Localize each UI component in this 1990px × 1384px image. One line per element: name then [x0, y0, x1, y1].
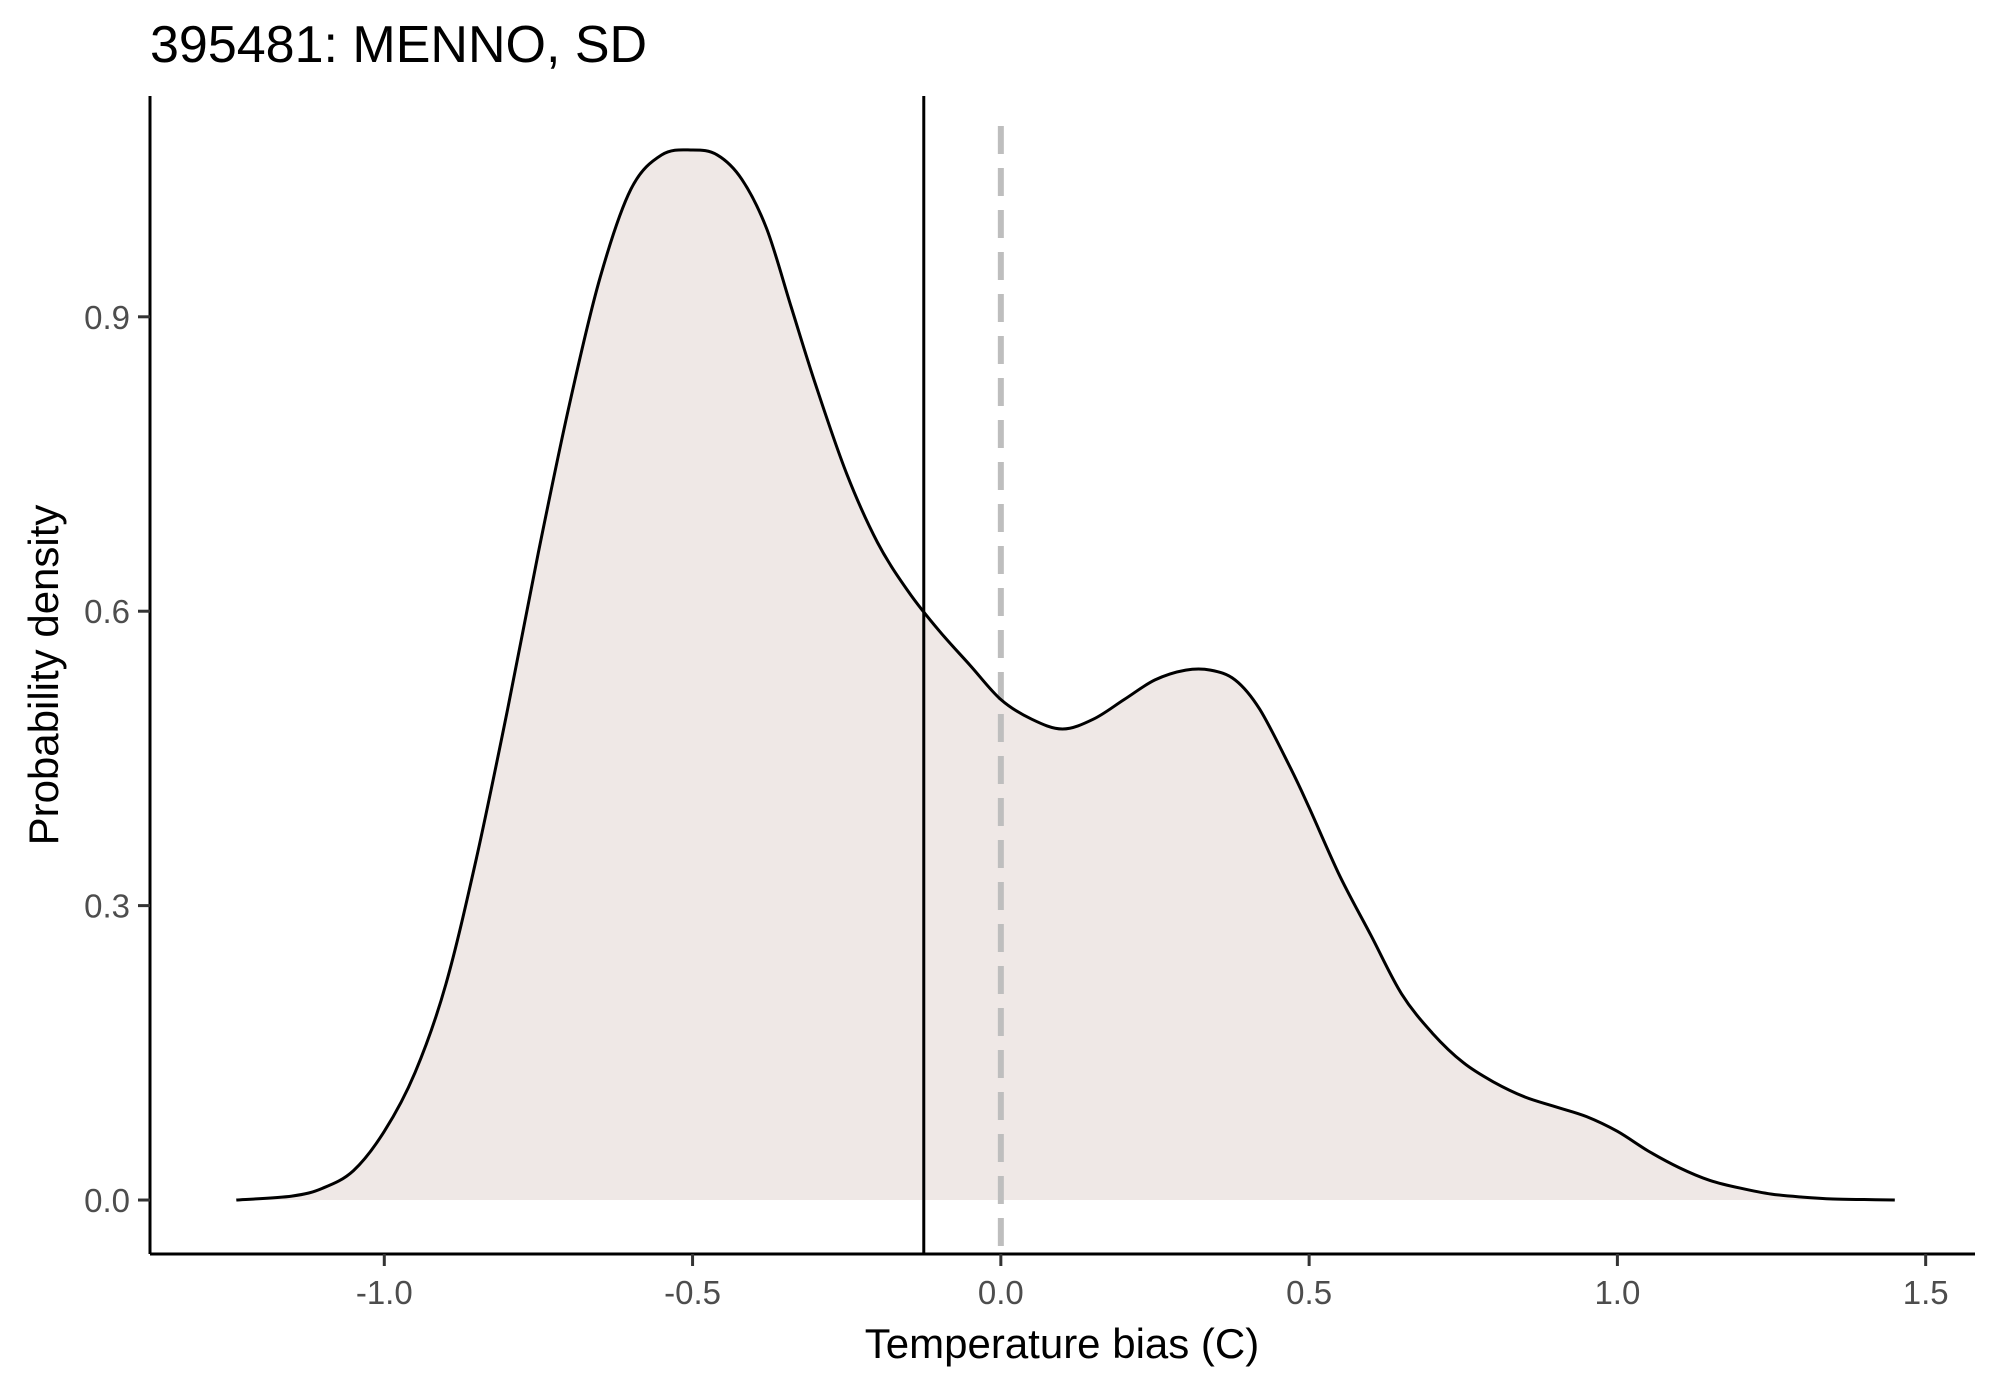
density-curve	[236, 148, 1895, 1202]
x-axis-ticks: -1.0 -0.5 0.0 0.5 1.0 1.5	[356, 1254, 1949, 1311]
y-tick-label: 0.0	[84, 1182, 130, 1219]
x-tick-label: 0.0	[978, 1274, 1024, 1311]
x-tick-label: 0.5	[1286, 1274, 1332, 1311]
y-tick-label: 0.3	[84, 888, 130, 925]
x-axis-title: Temperature bias (C)	[865, 1320, 1259, 1367]
y-axis-ticks: 0.0 0.3 0.6 0.9	[84, 299, 150, 1219]
x-tick-label: 1.0	[1594, 1274, 1640, 1311]
x-tick-label: 1.5	[1903, 1274, 1949, 1311]
density-area	[236, 149, 1895, 1201]
x-tick-label: -0.5	[664, 1274, 721, 1311]
x-tick-label: -1.0	[356, 1274, 413, 1311]
y-axis-title: Probability density	[20, 505, 67, 846]
y-tick-label: 0.9	[84, 299, 130, 336]
plot-panel	[236, 96, 1895, 1254]
y-tick-label: 0.6	[84, 593, 130, 630]
chart-title: 395481: MENNO, SD	[150, 16, 647, 74]
